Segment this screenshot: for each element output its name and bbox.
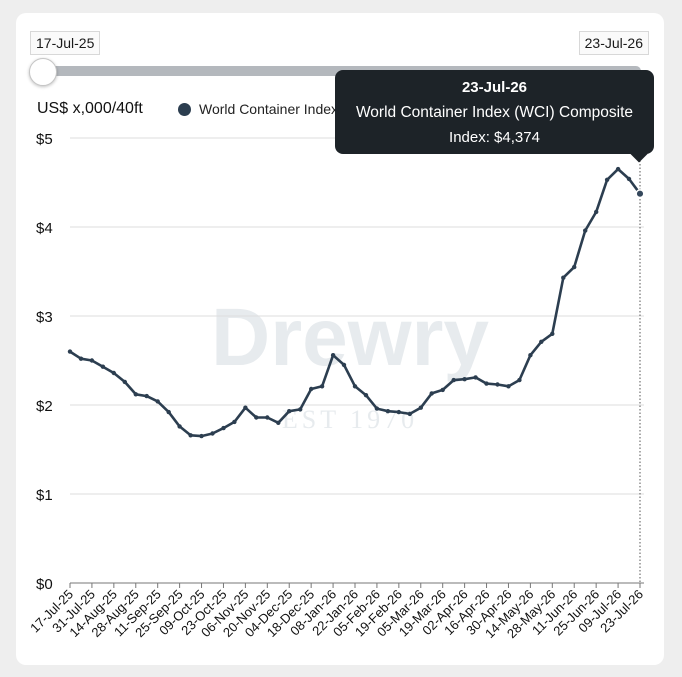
data-point[interactable] <box>363 393 369 398</box>
data-point[interactable] <box>298 407 303 412</box>
data-point[interactable] <box>177 424 182 429</box>
data-point[interactable] <box>550 331 555 336</box>
data-point[interactable] <box>396 409 401 415</box>
data-point[interactable] <box>626 176 632 182</box>
tooltip-value: Index: $4,374 <box>449 129 540 146</box>
data-point[interactable] <box>528 353 533 358</box>
data-point[interactable] <box>374 406 380 411</box>
data-point[interactable] <box>188 433 193 438</box>
data-point[interactable] <box>100 364 106 369</box>
tooltip-date: 23-Jul-26 <box>461 79 528 96</box>
data-point[interactable] <box>265 415 270 420</box>
data-point[interactable] <box>144 393 149 399</box>
legend-label: World Container Index <box>199 101 339 117</box>
data-point[interactable] <box>232 419 237 425</box>
data-point[interactable] <box>407 411 412 417</box>
data-point[interactable] <box>122 379 128 385</box>
data-point[interactable] <box>418 405 423 410</box>
data-point[interactable] <box>572 264 577 270</box>
y-tick-label: $4 <box>36 220 53 237</box>
data-point[interactable] <box>604 177 610 182</box>
tooltip-series-name: World Container Index (WCI) Composite <box>355 104 634 121</box>
data-point[interactable] <box>330 353 336 358</box>
legend[interactable]: World Container Index <box>178 101 338 117</box>
tooltip: 23-Jul-26 World Container Index (WCI) Co… <box>335 70 654 154</box>
data-point[interactable] <box>276 420 281 425</box>
y-tick-label: $2 <box>36 398 53 415</box>
data-point[interactable] <box>254 415 259 420</box>
data-point[interactable] <box>506 384 511 389</box>
data-point[interactable] <box>451 377 456 383</box>
data-point[interactable] <box>67 349 73 354</box>
data-point[interactable] <box>89 358 95 363</box>
y-tick-label: $3 <box>36 309 53 326</box>
data-point[interactable] <box>615 166 621 172</box>
data-point[interactable] <box>440 387 445 393</box>
legend-marker <box>178 102 191 116</box>
data-point[interactable] <box>155 399 160 404</box>
data-point[interactable] <box>495 382 500 387</box>
data-point[interactable] <box>473 375 478 380</box>
data-point[interactable] <box>341 362 347 368</box>
unit-label: US$ x,000/40ft <box>37 100 143 117</box>
data-point[interactable] <box>166 409 171 415</box>
y-tick-label: $1 <box>36 487 53 504</box>
data-point[interactable] <box>635 189 645 199</box>
data-point[interactable] <box>385 409 391 414</box>
data-point[interactable] <box>517 377 522 383</box>
data-point[interactable] <box>561 275 566 280</box>
data-point[interactable] <box>309 386 314 392</box>
data-point[interactable] <box>594 209 599 215</box>
data-point[interactable] <box>539 339 544 344</box>
data-point[interactable] <box>462 377 467 382</box>
watermark-tagline: EST 1970 <box>282 405 418 434</box>
data-point[interactable] <box>484 381 489 386</box>
data-point[interactable] <box>133 392 138 397</box>
data-point[interactable] <box>210 431 215 436</box>
watermark: Drewry EST 1970 <box>211 292 489 434</box>
y-tick-label: $5 <box>36 131 53 148</box>
data-point[interactable] <box>221 425 226 431</box>
watermark-brand: Drewry <box>211 292 489 383</box>
data-point[interactable] <box>199 433 204 439</box>
data-point[interactable] <box>583 228 588 233</box>
y-tick-label: $0 <box>36 576 53 593</box>
data-point[interactable] <box>352 384 358 389</box>
data-point[interactable] <box>287 409 292 414</box>
data-point[interactable] <box>429 391 434 396</box>
range-slider-handle[interactable] <box>29 58 57 86</box>
data-point[interactable] <box>243 405 248 410</box>
range-end-date[interactable]: 23-Jul-26 <box>578 31 649 55</box>
data-point[interactable] <box>111 370 117 376</box>
range-start-date[interactable]: 17-Jul-25 <box>30 31 101 55</box>
data-point[interactable] <box>78 356 84 361</box>
data-point[interactable] <box>319 384 325 389</box>
